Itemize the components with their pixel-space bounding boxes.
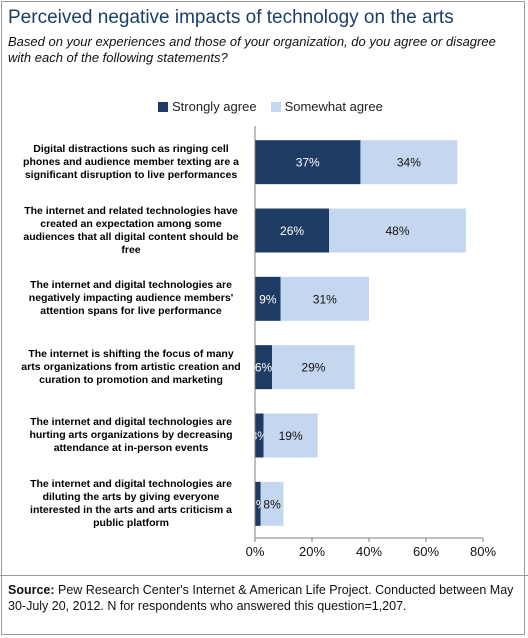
category-label-line: curation to promotion and marketing: [39, 373, 223, 386]
x-tick-label-4: 80%: [470, 544, 496, 559]
category-label-line: attendance at in-person events: [53, 442, 209, 454]
category-label-1: The internet and related technologies ha…: [15, 205, 247, 257]
bar-strongly-2: [255, 276, 281, 321]
category-label-line: hurting arts organizations by decreasing: [29, 429, 233, 441]
bar-strongly-4: [255, 413, 264, 458]
category-label-line: The internet and digital technologies ar…: [30, 279, 232, 292]
category-label-3: The internet is shifting the focus of ma…: [15, 348, 247, 387]
category-label-line: interested in the arts and arts criticis…: [30, 503, 232, 516]
legend-label-strongly: Strongly agree: [172, 99, 257, 114]
bar-strongly-3: [255, 345, 273, 390]
data-label-somewhat-0: 34%: [397, 156, 421, 170]
data-label-somewhat-2: 31%: [313, 292, 337, 306]
bar-chart: 37% 34%26% 48%9% 31%6% 29%3% 19%2%8%0% 20% 40% 6…: [246, 126, 496, 559]
x-tick-label-0: 0%: [246, 544, 265, 559]
bar-strongly-5: [255, 481, 261, 526]
data-label-somewhat-4: 19%: [279, 429, 303, 443]
bar-somewhat-4: [263, 413, 318, 458]
category-label-line: arts organizations from artistic creatio…: [21, 360, 241, 373]
category-label-line: significant disruption to live performan…: [24, 168, 238, 181]
bar-somewhat-1: [329, 208, 466, 253]
legend-swatch-strongly: [158, 101, 168, 112]
category-label-line: The internet and digital technologies ar…: [30, 416, 232, 428]
category-label-line: public platform: [93, 516, 169, 529]
category-label-line: The internet and related technologies ha…: [24, 204, 238, 217]
data-label-strongly-1: 26%: [280, 224, 304, 238]
category-label-line: The internet is shifting the focus of ma…: [28, 347, 234, 360]
category-label-4: The internet and digital technologies ar…: [15, 416, 247, 455]
legend-item-somewhat: Somewhat agree: [270, 99, 383, 114]
bar-strongly-0: [255, 140, 361, 185]
source-label: Source:: [8, 583, 55, 597]
x-tick-label-1: 20%: [299, 544, 325, 559]
bar-strongly-1: [255, 208, 330, 253]
category-label-line: attention spans for live performance: [40, 305, 222, 318]
category-label-0: Digital distractions such as ringing cel…: [15, 143, 247, 182]
category-label-line: negatively impacting audience members': [28, 292, 234, 305]
legend-swatch-somewhat: [270, 101, 281, 112]
x-tick-label-3: 60%: [413, 544, 439, 559]
data-label-somewhat-5: 8%: [263, 497, 281, 511]
category-label-line: created an expectation among some: [40, 217, 222, 230]
bar-somewhat-2: [280, 276, 369, 321]
data-label-strongly-3: 6%: [255, 361, 273, 375]
bar-somewhat-5: [260, 481, 284, 526]
bar-somewhat-3: [272, 345, 355, 390]
bar-somewhat-0: [360, 140, 458, 185]
legend-label-somewhat: Somewhat agree: [284, 99, 383, 114]
category-label-line: phones and audience member texting are a: [23, 155, 239, 168]
chart-subtitle: Based on your experiences and those of y…: [8, 34, 496, 65]
data-label-strongly-0: 37%: [296, 156, 320, 170]
x-tick-label-2: 40%: [356, 544, 382, 559]
footer-divider: [0, 575, 528, 576]
category-label-line: audiences that all digital content shoul…: [23, 230, 239, 243]
category-label-line: free: [121, 243, 141, 256]
source-text: Pew Research Center's Internet & America…: [8, 583, 514, 613]
data-label-somewhat-3: 29%: [301, 361, 325, 375]
legend-item-strongly: Strongly agree: [158, 99, 257, 114]
data-label-strongly-2: 9%: [259, 292, 277, 306]
source-note: Source: Pew Research Center's Internet &…: [8, 582, 520, 614]
category-label-5: The internet and digital technologies ar…: [15, 478, 247, 530]
data-label-somewhat-1: 48%: [385, 224, 409, 238]
chart-legend: Strongly agree Somewhat agree: [158, 99, 397, 114]
category-label-line: Digital distractions such as ringing cel…: [33, 142, 229, 155]
category-label-2: The internet and digital technologies ar…: [15, 279, 247, 318]
category-label-line: diluting the arts by giving everyone: [42, 490, 220, 503]
category-label-line: The internet and digital technologies ar…: [30, 477, 232, 490]
chart-title: Perceived negative impacts of technology…: [8, 7, 454, 28]
